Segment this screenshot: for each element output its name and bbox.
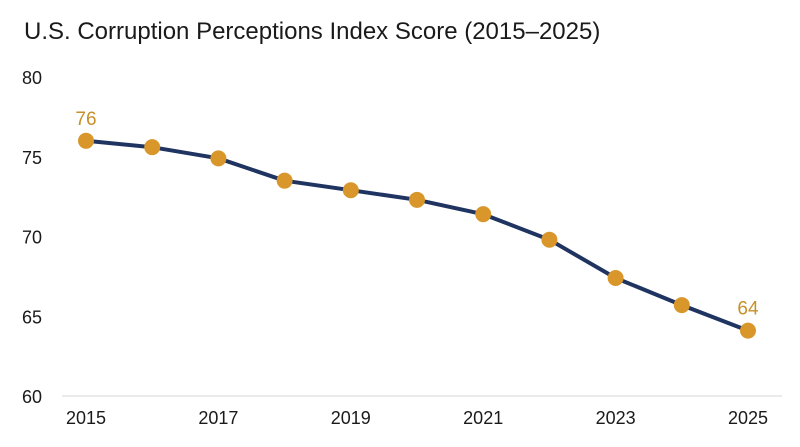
x-tick-label: 2017 [198,408,238,428]
data-point [78,132,94,149]
y-tick-label: 60 [22,387,42,407]
data-point [210,150,227,167]
data-label: 76 [75,109,96,130]
data-point [740,322,756,339]
data-labels: 76 64 [75,109,759,320]
data-point [144,139,161,156]
x-axis-ticks: 2015 2017 2019 2021 2023 2025 [66,408,768,428]
data-points [78,132,756,339]
x-tick-label: 2015 [66,408,106,428]
data-point [409,191,425,208]
data-point [673,297,690,314]
x-tick-label: 2019 [331,408,371,428]
y-tick-label: 80 [22,68,42,88]
y-tick-label: 70 [22,228,42,248]
y-tick-label: 65 [22,307,42,327]
y-tick-label: 75 [22,148,42,168]
y-axis-ticks: 60 65 70 75 80 [22,68,42,407]
data-point [607,269,624,286]
data-point [342,182,359,199]
data-point [475,206,492,223]
data-point [276,172,293,189]
x-tick-label: 2025 [728,408,768,428]
x-tick-label: 2023 [596,408,636,428]
data-point [541,231,558,248]
series-line [84,138,750,333]
chart-title: U.S. Corruption Perceptions Index Score … [24,18,601,45]
x-tick-label: 2021 [463,408,503,428]
data-label: 64 [737,299,759,320]
